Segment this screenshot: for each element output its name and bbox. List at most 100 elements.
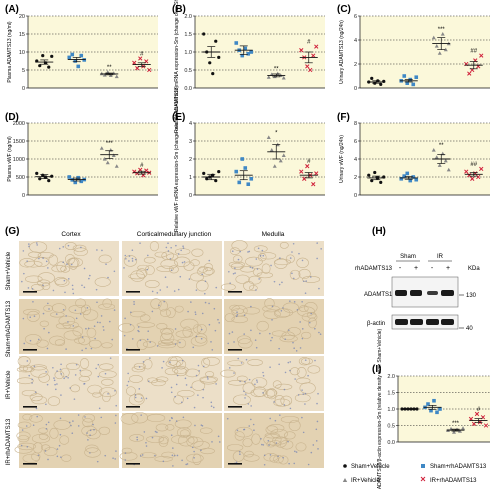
- chart-b: 0.0 0.5 1.0 1.5 2.0 Relative ADAMTS13 mRNA ex…: [174, 0, 325, 133]
- blot-row-beta-actin: β-actin: [367, 321, 385, 327]
- nucleus: [74, 374, 77, 376]
- nucleus: [170, 246, 172, 249]
- tubule: [156, 265, 175, 272]
- tubule: [120, 413, 139, 425]
- nucleus: [60, 363, 62, 366]
- nucleus: [46, 347, 49, 350]
- tubule: [17, 435, 30, 443]
- histology-tissue: [122, 356, 222, 411]
- tubule: [190, 336, 208, 347]
- tubule: [251, 377, 268, 389]
- tubule: [31, 433, 50, 444]
- data-point: [435, 410, 439, 415]
- nucleus: [107, 392, 109, 395]
- nucleus: [210, 401, 213, 404]
- nucleus: [123, 334, 126, 337]
- nucleus: [292, 277, 295, 280]
- nucleus: [268, 332, 271, 335]
- nucleus: [21, 280, 23, 283]
- tubule: [68, 258, 79, 270]
- tubule: [280, 415, 300, 423]
- nucleus: [301, 259, 304, 262]
- nucleus: [161, 367, 163, 369]
- nucleus: [145, 397, 148, 400]
- data-point: [464, 169, 469, 174]
- nucleus: [72, 288, 74, 291]
- nucleus: [45, 423, 48, 426]
- nucleus: [317, 448, 319, 450]
- chart-i: 0.0 0.5 1.0 1.5 2.0 ADAMTS13/β-actin expressi…: [377, 329, 490, 489]
- nucleus: [293, 462, 296, 465]
- tubule: [180, 318, 199, 330]
- nucleus: [182, 245, 184, 248]
- chart-f: 0 2 4 6 8 Urinary vWF (ng/24h) ** ##: [339, 121, 490, 199]
- nucleus: [234, 267, 236, 270]
- nucleus: [87, 439, 89, 441]
- y-tick-label: 0: [189, 193, 192, 199]
- nucleus: [93, 428, 95, 431]
- tubule: [265, 388, 278, 397]
- tubule: [281, 331, 295, 341]
- nucleus: [133, 303, 135, 306]
- nucleus: [312, 444, 315, 446]
- nucleus: [36, 242, 38, 244]
- nucleus: [270, 339, 272, 342]
- nucleus: [159, 289, 162, 291]
- data-point: [314, 171, 319, 176]
- tubule: [17, 356, 31, 367]
- nucleus: [36, 244, 38, 246]
- nucleus: [233, 341, 235, 343]
- histology-image: [19, 298, 119, 354]
- nucleus: [226, 417, 229, 420]
- tubule: [51, 303, 67, 313]
- tubule: [82, 417, 94, 428]
- data-point: [414, 177, 419, 182]
- tubule: [37, 272, 55, 284]
- tubule: [17, 421, 32, 429]
- tubule: [166, 253, 179, 261]
- nucleus: [289, 369, 291, 372]
- nucleus: [269, 454, 272, 456]
- nucleus: [32, 424, 35, 427]
- nucleus: [257, 247, 260, 250]
- tubule: [261, 263, 271, 274]
- nucleus: [201, 273, 203, 276]
- nucleus: [279, 414, 281, 416]
- panel-letter-g: (G): [5, 226, 19, 237]
- nucleus: [43, 327, 45, 330]
- tubule: [157, 339, 174, 346]
- y-axis-label: Urinary ADAMTS13 (ng/24h): [339, 20, 345, 84]
- scale-bar: [23, 406, 37, 408]
- nucleus: [193, 456, 195, 459]
- nucleus: [45, 260, 48, 263]
- nucleus: [262, 392, 264, 394]
- chart-a: 0 5 10 15 20 Plasma ADAMTS13 (ng/ml) ** #: [7, 14, 158, 92]
- nucleus: [243, 314, 246, 317]
- nucleus: [149, 341, 152, 343]
- tubule: [298, 357, 311, 366]
- nucleus: [315, 440, 318, 442]
- tubule: [129, 434, 145, 442]
- tubule: [191, 248, 204, 257]
- histology-col-medulla: Medulla: [262, 231, 285, 238]
- nucleus: [253, 429, 255, 432]
- nucleus: [180, 249, 182, 252]
- data-point: [470, 176, 475, 181]
- data-point: [266, 75, 271, 79]
- nucleus: [87, 327, 90, 330]
- nucleus: [256, 379, 258, 381]
- nucleus: [133, 301, 135, 303]
- nucleus: [59, 417, 62, 420]
- nucleus: [112, 457, 114, 459]
- data-point: [144, 168, 149, 173]
- tubule: [160, 308, 171, 317]
- tubule: [39, 320, 49, 327]
- nucleus: [292, 242, 295, 245]
- tubule: [245, 256, 263, 267]
- tubule: [24, 275, 43, 283]
- nucleus: [27, 287, 30, 289]
- tubule: [82, 413, 95, 423]
- nucleus: [194, 313, 197, 316]
- tubule: [229, 304, 240, 311]
- tubule: [199, 427, 213, 434]
